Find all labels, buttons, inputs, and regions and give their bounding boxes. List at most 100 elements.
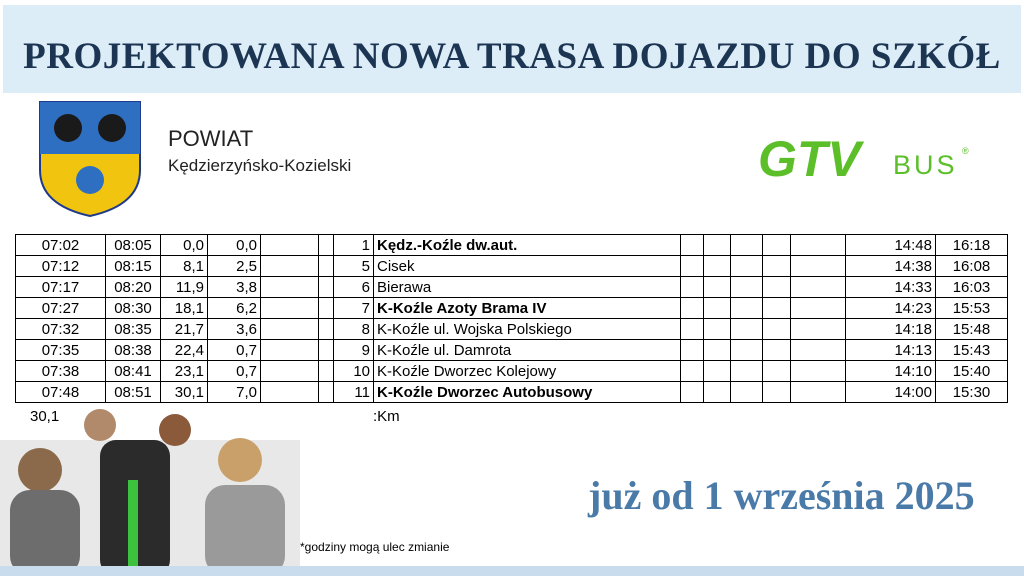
cell: 15:40 [935,360,1008,382]
cell: 2,5 [207,255,261,277]
cell: 14:00 [845,381,936,403]
empty-cell [703,297,731,319]
cell: Kędz.-Koźle dw.aut. [373,234,681,256]
crest [39,101,141,218]
empty-cell [703,339,731,361]
km-unit: :Km [373,408,400,425]
cell: 21,7 [160,318,208,340]
cell: 7,0 [207,381,261,403]
empty-cell [730,276,763,298]
total-km: 30,1 [30,408,60,425]
cell: 08:38 [105,339,161,361]
empty-cell [790,360,846,382]
bottom-band [0,566,1024,576]
cell: 30,1 [160,381,208,403]
cell: K-Koźle ul. Wojska Polskiego [373,318,681,340]
empty-cell [680,381,704,403]
empty-cell [762,360,791,382]
cell: 11,9 [160,276,208,298]
empty-cell [790,234,846,256]
empty-cell [318,318,334,340]
empty-cell [703,276,731,298]
cell: 08:05 [105,234,161,256]
cell: 07:32 [15,318,106,340]
empty-cell [318,360,334,382]
empty-cell [790,297,846,319]
cell: 23,1 [160,360,208,382]
header-band: PROJEKTOWANA NOWA TRASA DOJAZDU DO SZKÓŁ [3,5,1021,93]
empty-cell [260,339,319,361]
empty-cell [680,339,704,361]
cell: 0,7 [207,360,261,382]
empty-cell [703,360,731,382]
empty-cell [680,318,704,340]
empty-cell [318,339,334,361]
brand-mark: ® [962,146,969,156]
row: 07:17 08:20 11,9 3,8 6 Bierawa 14:33 16:03 [15,276,1008,298]
empty-cell [790,381,846,403]
cell: K-Koźle Dworzec Kolejowy [373,360,681,382]
row: 07:02 08:05 0,0 0,0 1 Kędz.-Koźle dw.aut. 14:4… [15,234,1008,256]
cell: 15:48 [935,318,1008,340]
cell: 6,2 [207,297,261,319]
cell: 0,0 [207,234,261,256]
cell: 08:41 [105,360,161,382]
cell: 07:02 [15,234,106,256]
cell: 16:03 [935,276,1008,298]
cell: 3,8 [207,276,261,298]
cell: 16:08 [935,255,1008,277]
cell: K-Koźle Dworzec Autobusowy [373,381,681,403]
empty-cell [260,318,319,340]
empty-cell [730,360,763,382]
cell: K-Koźle ul. Damrota [373,339,681,361]
county-name: Kędzierzyńsko-Kozielski [168,156,352,175]
cell: 15:53 [935,297,1008,319]
row: 07:12 08:15 8,1 2,5 5 Cisek 14:38 16:08 [15,255,1008,277]
cell: 8,1 [160,255,208,277]
empty-cell [762,276,791,298]
cell: 07:27 [15,297,106,319]
empty-cell [680,276,704,298]
cell: 3,6 [207,318,261,340]
empty-cell [260,234,319,256]
empty-cell [318,276,334,298]
empty-cell [260,255,319,277]
row: 07:38 08:41 23,1 0,7 10 K-Koźle Dworzec Kolej… [15,360,1008,382]
empty-cell [260,276,319,298]
empty-cell [703,318,731,340]
empty-cell [318,381,334,403]
empty-cell [762,339,791,361]
empty-cell [730,318,763,340]
cell: 07:48 [15,381,106,403]
empty-cell [790,255,846,277]
cell: Cisek [373,255,681,277]
cell: Bierawa [373,276,681,298]
empty-cell [762,318,791,340]
row: 07:35 08:38 22,4 0,7 9 K-Koźle ul. Damrota 14:… [15,339,1008,361]
empty-cell [680,255,704,277]
cell: 7 [333,297,374,319]
empty-cell [703,234,731,256]
cell: 9 [333,339,374,361]
cell: 14:48 [845,234,936,256]
cell: 22,4 [160,339,208,361]
title: PROJEKTOWANA NOWA TRASA DOJAZDU DO SZKÓŁ [23,36,1001,77]
empty-cell [318,297,334,319]
cell: 14:33 [845,276,936,298]
empty-cell [703,381,731,403]
photo [0,409,300,576]
cell: 08:15 [105,255,161,277]
county-label: POWIAT [168,126,254,151]
empty-cell [260,297,319,319]
cell: 08:30 [105,297,161,319]
empty-cell [318,234,334,256]
cell: 1 [333,234,374,256]
cell: 14:10 [845,360,936,382]
empty-cell [790,318,846,340]
empty-cell [680,360,704,382]
cell: 07:38 [15,360,106,382]
empty-cell [790,339,846,361]
cell: 14:23 [845,297,936,319]
cell: 15:30 [935,381,1008,403]
